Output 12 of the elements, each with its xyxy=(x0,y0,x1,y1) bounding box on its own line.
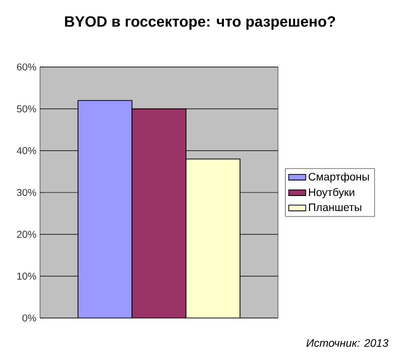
legend-label: Планшеты xyxy=(309,203,362,212)
text: Источник: 2013 xyxy=(306,339,388,347)
y-tick-label: 50% xyxy=(16,105,36,112)
y-tick-label: 40% xyxy=(16,147,36,154)
legend-label: Смартфоны xyxy=(308,172,369,183)
y-tick-label: 10% xyxy=(17,272,36,280)
y-tick-label: 20% xyxy=(17,230,36,238)
y-tick-label: 30% xyxy=(16,188,36,196)
y-tick-label: 60% xyxy=(17,63,36,71)
chart-title: BYOD в госсекторе: что разрешено? xyxy=(65,16,336,30)
y-tick-label: 0% xyxy=(22,314,36,322)
legend-label: Ноутбуки xyxy=(309,188,354,198)
